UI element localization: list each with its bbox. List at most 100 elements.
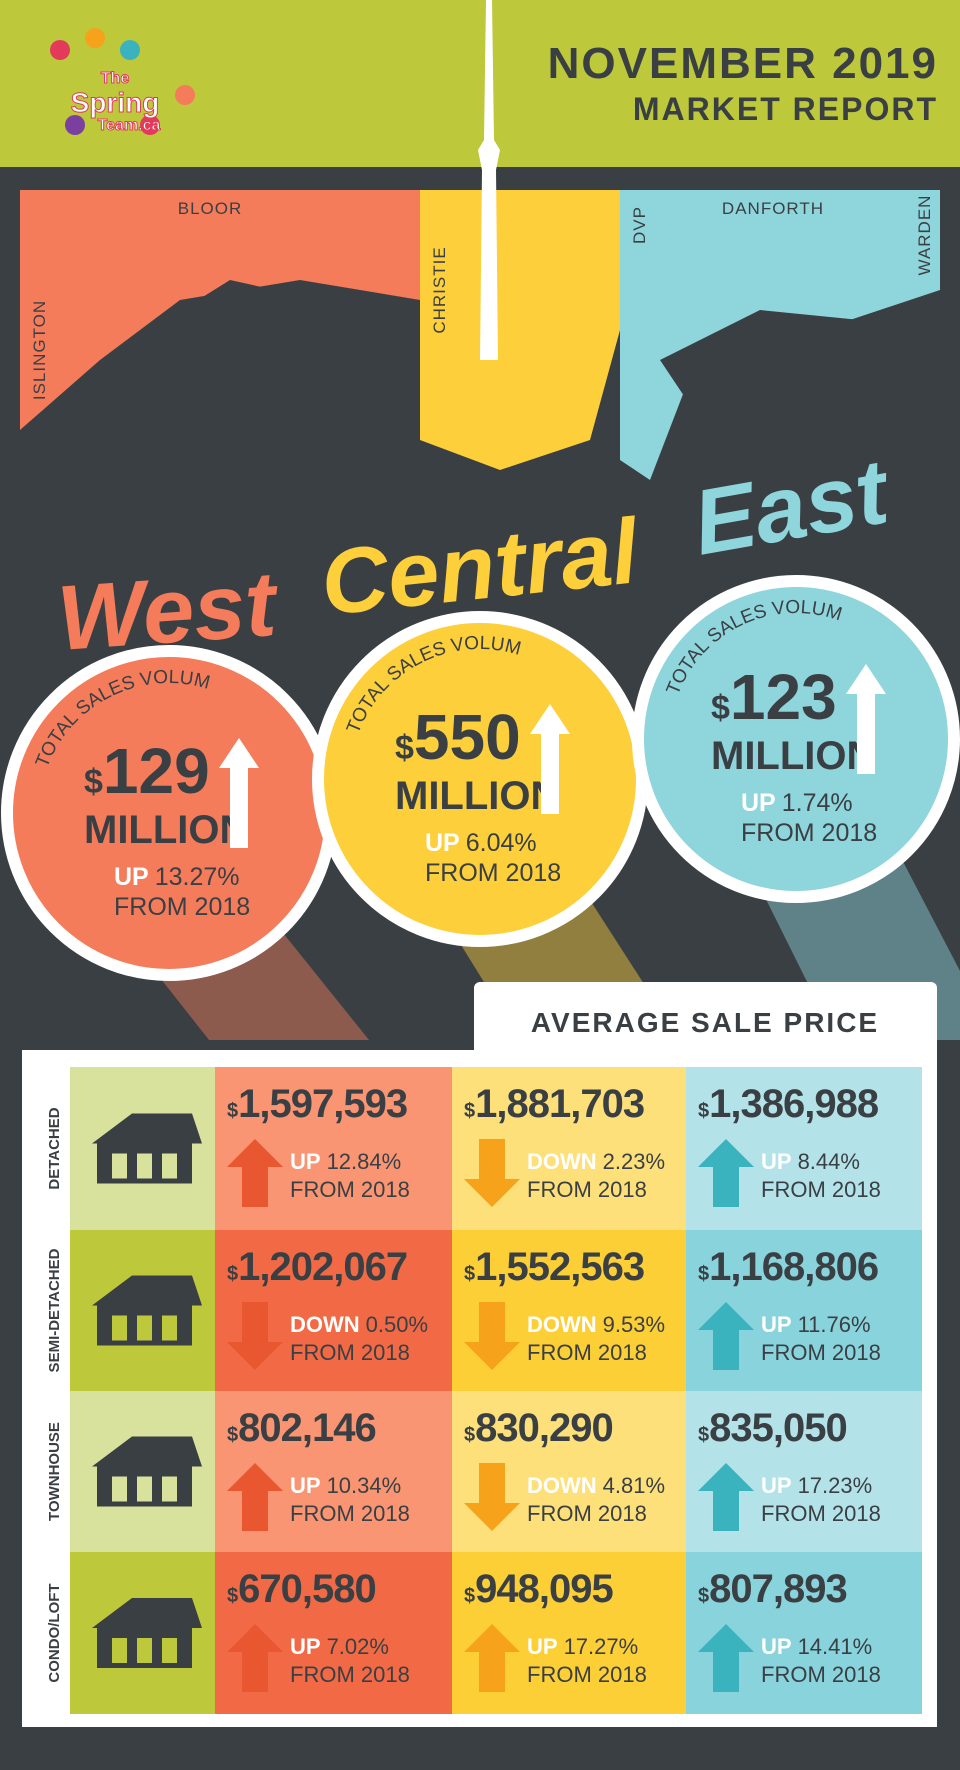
change: UP 14.41% [761, 1634, 872, 1659]
change-arrow [227, 1302, 283, 1370]
direction: UP [425, 829, 460, 857]
change: UP 12.84% [290, 1149, 401, 1174]
amount: 129 [103, 735, 210, 807]
currency: $ [395, 729, 414, 767]
row-label: CONDO/LOFT [46, 1583, 63, 1682]
change: UP 17.27% [527, 1634, 638, 1659]
heading-tab [474, 982, 937, 1062]
direction: UP [761, 1634, 792, 1659]
price: $835,050 [698, 1406, 847, 1450]
window-icon [112, 1315, 127, 1341]
from: FROM 2018 [527, 1662, 647, 1687]
price-value: 807,893 [709, 1567, 847, 1611]
direction: DOWN [527, 1149, 597, 1174]
change: DOWN 9.53% [527, 1312, 665, 1337]
volume-arrow [846, 664, 886, 774]
change: UP 7.02% [290, 1634, 389, 1659]
map-label: WARDEN [915, 195, 934, 276]
change-value: 17.27% [564, 1634, 639, 1659]
direction: UP [114, 863, 149, 891]
row-label-bg [36, 1556, 70, 1710]
change-arrow [227, 1463, 283, 1531]
logo-flower [85, 28, 105, 48]
price-value: 802,146 [238, 1406, 376, 1450]
from: FROM 2018 [527, 1501, 647, 1526]
window-icon [162, 1638, 177, 1663]
change-value: 7.02% [327, 1634, 389, 1659]
currency: $ [227, 1585, 238, 1607]
volume-from: FROM 2018 [425, 859, 561, 887]
change: 6.04% [466, 829, 537, 857]
price: $807,893 [698, 1567, 847, 1611]
volume-change: UP 13.27% [114, 863, 240, 891]
change-value: 12.84% [327, 1149, 402, 1174]
from: FROM 2018 [527, 1177, 647, 1202]
price-value: 830,290 [475, 1406, 613, 1450]
change-value: 2.23% [603, 1149, 665, 1174]
direction: UP [741, 789, 776, 817]
price: $1,597,593 [227, 1082, 407, 1126]
direction: UP [290, 1473, 321, 1498]
logo-flower [140, 115, 160, 135]
volume-arrow [219, 738, 259, 848]
direction: DOWN [527, 1312, 597, 1337]
change-arrow [227, 1624, 283, 1692]
price-value: 670,580 [238, 1567, 376, 1611]
direction: UP [761, 1149, 792, 1174]
currency: $ [464, 1263, 475, 1285]
price: $1,168,806 [698, 1245, 878, 1289]
change: 13.27% [155, 863, 240, 891]
volume-change: UP 1.74% [741, 789, 853, 817]
window-icon [162, 1153, 177, 1179]
row-label: DETACHED [46, 1107, 63, 1189]
volume-from: FROM 2018 [741, 819, 877, 847]
header-band [0, 0, 960, 167]
volume-arrow [530, 704, 570, 814]
change: DOWN 0.50% [290, 1312, 428, 1337]
west-map [20, 190, 420, 430]
change-value: 0.50% [366, 1312, 428, 1337]
logo-flower [65, 115, 85, 135]
currency: $ [698, 1585, 709, 1607]
window-icon [137, 1638, 152, 1663]
change: DOWN 2.23% [527, 1149, 665, 1174]
direction: UP [290, 1149, 321, 1174]
amount: 123 [730, 661, 837, 733]
volume-unit: MILLION [711, 734, 875, 778]
hill [660, 310, 900, 420]
change: UP 17.23% [761, 1473, 872, 1498]
volume-amount: $129 [84, 735, 210, 807]
row-label-bg [36, 1395, 70, 1548]
window-icon [137, 1315, 152, 1341]
volume-amount: $123 [711, 661, 837, 733]
currency: $ [227, 1263, 238, 1285]
from: FROM 2018 [761, 1340, 881, 1365]
price-value: 835,050 [709, 1406, 847, 1450]
change-arrow [698, 1624, 754, 1692]
logo-text: The [101, 70, 130, 87]
window-icon [137, 1476, 152, 1502]
map-label: DANFORTH [722, 199, 824, 218]
change-arrow [464, 1139, 520, 1207]
volume-amount: $550 [395, 701, 521, 773]
change-arrow [464, 1302, 520, 1370]
logo-flower [120, 40, 140, 60]
map-label: DVP [630, 206, 649, 244]
from: FROM 2018 [290, 1177, 410, 1202]
row-label-bg [36, 1071, 70, 1226]
price: $802,146 [227, 1406, 376, 1450]
change: DOWN 4.81% [527, 1473, 665, 1498]
volume-circle [632, 575, 960, 903]
map-label: ISLINGTON [30, 300, 49, 400]
currency: $ [464, 1100, 475, 1122]
price: $1,386,988 [698, 1082, 879, 1126]
volume-unit: MILLION [395, 774, 559, 818]
direction: DOWN [290, 1312, 360, 1337]
row-label-bg [36, 1234, 70, 1387]
window-icon [112, 1153, 127, 1179]
price: $1,552,563 [464, 1245, 644, 1289]
price-value: 1,386,988 [709, 1082, 879, 1126]
change-arrow [227, 1139, 283, 1207]
change: UP 11.76% [761, 1312, 871, 1337]
